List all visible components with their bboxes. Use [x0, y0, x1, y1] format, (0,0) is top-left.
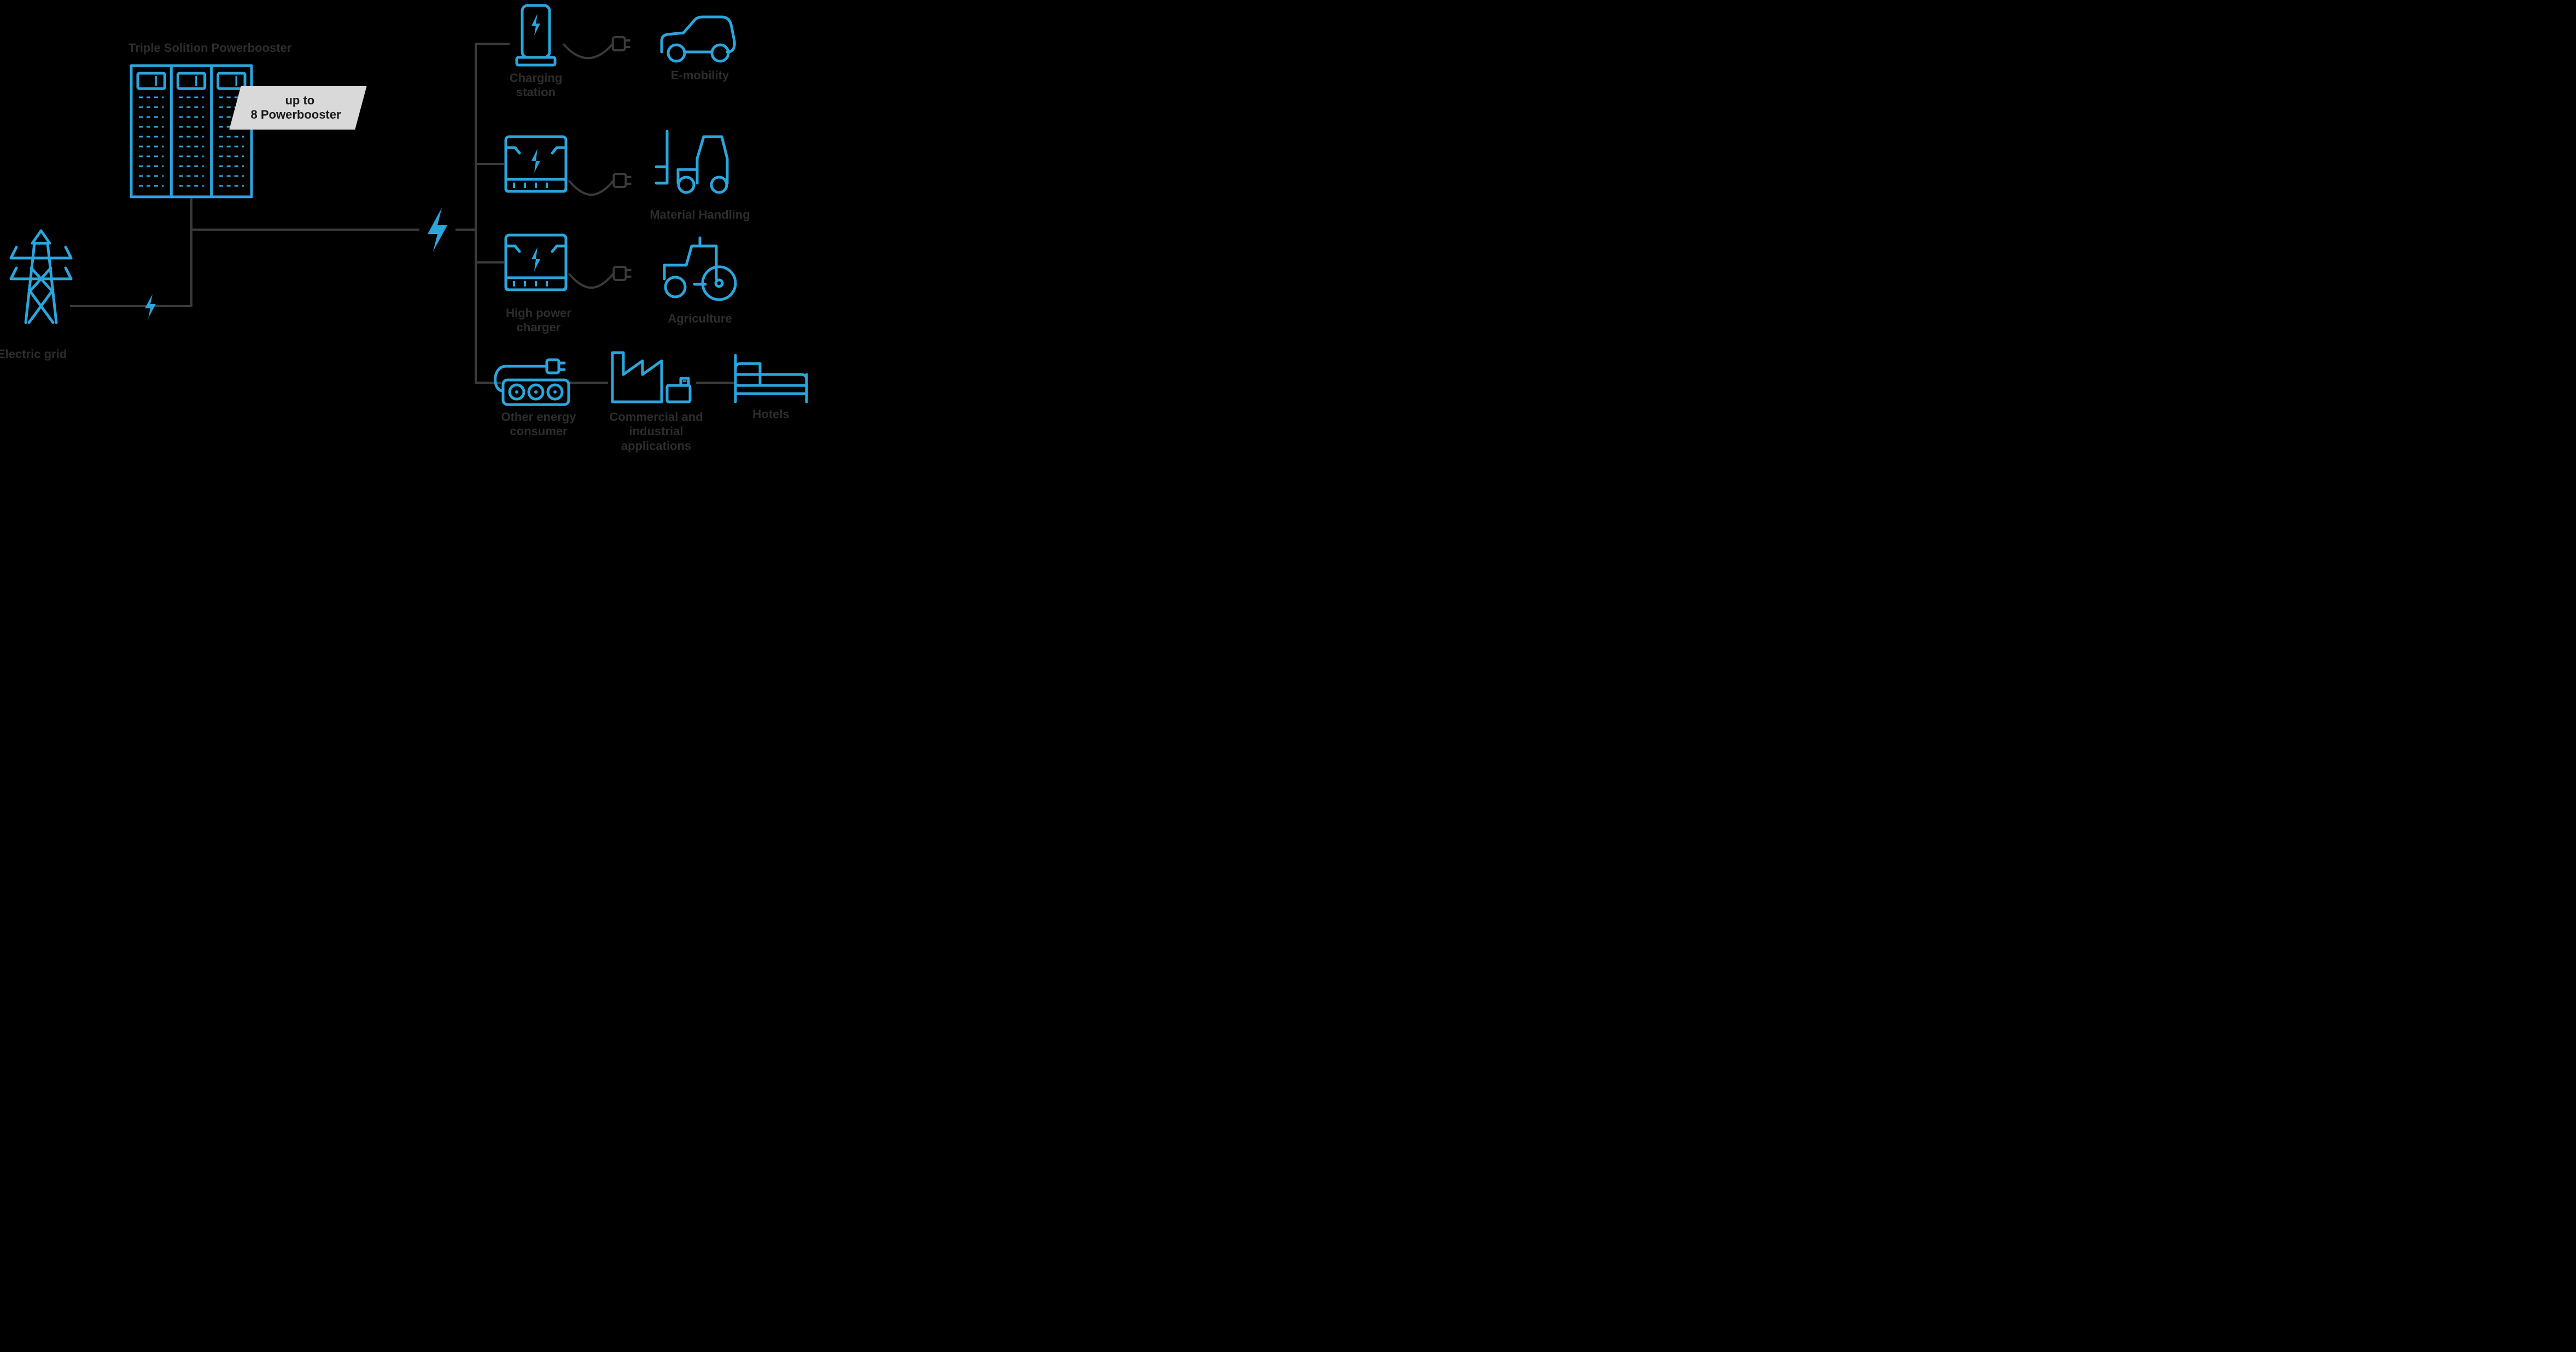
- label-agriculture: Agriculture: [662, 312, 738, 326]
- label-other-energy: Other energy consumer: [492, 410, 585, 439]
- label-commercial: Commercial and industrial applications: [593, 410, 719, 453]
- callout-line2: 8 Powerbooster: [251, 108, 341, 122]
- charging-station-icon: [517, 5, 555, 65]
- label-emobility: E-mobility: [664, 68, 735, 83]
- powerbooster-icon: [131, 66, 252, 197]
- bolt-small-icon: [145, 294, 156, 318]
- callout-box: up to 8 Powerbooster: [229, 86, 366, 130]
- forklift-icon: [656, 131, 727, 192]
- pylon-icon: [11, 231, 71, 323]
- callout-line1: up to: [285, 93, 315, 108]
- label-hotels: Hotels: [744, 407, 798, 422]
- label-material-handling: Material Handling: [645, 208, 755, 222]
- charger-icon-2: [506, 235, 566, 290]
- charger-icon-1: [506, 137, 566, 191]
- bed-icon: [735, 355, 807, 402]
- bolt-large-icon: [428, 208, 447, 251]
- car-icon: [662, 17, 734, 61]
- power-strip-icon: [495, 360, 569, 405]
- diagram-title: Triple Solition Powerbooster: [128, 41, 303, 55]
- label-charging-station: Charging station: [498, 71, 574, 100]
- label-electric-grid: Electric grid: [0, 347, 85, 361]
- factory-icon: [612, 353, 690, 402]
- label-high-power-charger: High power charger: [498, 306, 580, 335]
- tractor-icon: [664, 238, 735, 300]
